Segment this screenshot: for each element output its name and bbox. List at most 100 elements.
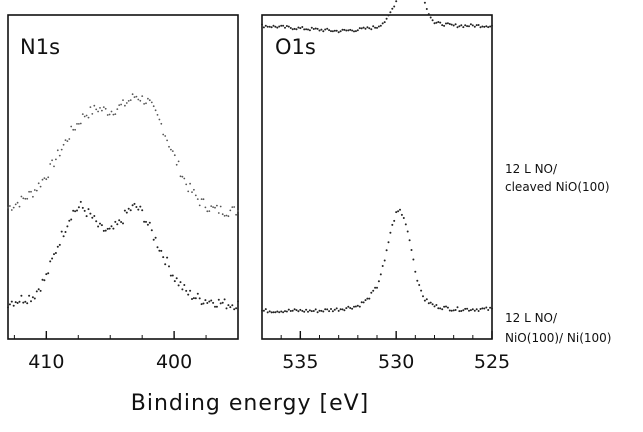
o1s-series1-point	[320, 309, 323, 312]
o1s-series1-point	[435, 304, 438, 306]
o1s-series1-point	[460, 310, 463, 312]
o1s-series1-point	[330, 308, 332, 310]
n1s-series0-point	[91, 113, 94, 115]
n1s-series1-point	[148, 221, 151, 224]
n1s-series0-point	[70, 125, 73, 128]
o1s-series0-point	[278, 25, 281, 28]
o1s-series0-point	[433, 22, 436, 25]
o1s-series0-point	[471, 24, 474, 27]
o1s-series0-point	[441, 24, 444, 27]
n1s-series1-point	[208, 300, 211, 303]
n1s-series0-point	[99, 107, 101, 109]
n1s-series1-point	[225, 307, 228, 310]
o1s-series1-point	[473, 309, 476, 312]
n1s-series1-point	[231, 304, 234, 307]
o1s-series1-point	[349, 307, 352, 309]
n1s-series1-point	[58, 243, 61, 246]
o1s-series0-point	[276, 26, 279, 29]
o1s-series1-point	[410, 249, 413, 251]
n1s-series1-point	[194, 297, 197, 300]
n1s-series1-point	[79, 200, 82, 203]
n1s-series1-point	[202, 302, 205, 305]
n1s-series0-point	[133, 96, 136, 98]
n1s-series0-point	[78, 123, 80, 125]
o1s-series1-point	[261, 309, 263, 312]
o1s-series0-point	[431, 19, 434, 22]
n1s-series0-point	[233, 206, 236, 208]
o1s-series0-point	[427, 13, 430, 16]
o1s-series1-point	[270, 311, 273, 314]
n1s-series0-point	[30, 190, 32, 193]
o1s-series1-point	[314, 308, 317, 311]
o1s-series1-point	[468, 309, 470, 312]
n1s-series0-point	[212, 206, 215, 209]
o1s-series0-point	[303, 28, 306, 31]
n1s-series1-point	[169, 274, 172, 277]
n1s-series1-point	[229, 306, 232, 309]
n1s-series0-point	[217, 212, 220, 214]
n1s-series1-point	[183, 284, 186, 286]
n1s-series0-point	[24, 197, 27, 200]
o1s-series1-point	[303, 310, 306, 313]
o1s-series0-point	[297, 26, 300, 29]
o1s-series1-point	[454, 309, 457, 311]
o1s-series1-point	[347, 305, 350, 308]
o1s-series1-point	[441, 308, 444, 311]
o1s-series0-point	[280, 24, 283, 27]
n1s-series1-point	[191, 298, 193, 300]
n1s-series1-point	[33, 297, 36, 300]
n1s-series0-point	[122, 99, 124, 101]
o1s-series1-point	[351, 307, 354, 310]
n1s-series1-point	[181, 288, 184, 291]
n1s-series1-point	[85, 215, 88, 218]
o1s-series0-point	[320, 28, 323, 31]
n1s-series1-point	[150, 229, 153, 232]
o1s-series1-point	[305, 308, 308, 311]
n1s-series1-point	[200, 303, 203, 306]
n1s-series0-point	[83, 115, 86, 118]
o1s-series1-point	[331, 310, 334, 313]
o1s-series1-point	[464, 307, 467, 310]
o1s-series0-point	[262, 26, 265, 29]
n1s-series0-point	[106, 114, 109, 116]
n1s-series1-point	[141, 209, 144, 212]
o1s-series0-point	[448, 23, 451, 25]
n1s-series1-point	[30, 300, 32, 303]
o1s-series1-point	[297, 310, 300, 313]
o1s-series0-point	[429, 16, 432, 19]
o1s-series1-point	[339, 308, 342, 311]
o1s-series1-point	[416, 279, 419, 282]
n1s-series0-point	[68, 138, 71, 140]
o1s-series1-point	[471, 308, 474, 311]
o1s-series0-point	[289, 27, 292, 29]
o1s-series1-point	[301, 309, 304, 312]
o1s-series1-point	[383, 259, 386, 262]
n1s-series1-point	[210, 299, 213, 302]
n1s-series0-point	[20, 195, 23, 198]
n1s-series1-point	[233, 308, 236, 311]
n1s-series1-point	[125, 211, 128, 214]
o1s-series1-point	[381, 265, 384, 267]
o1s-series0-point	[356, 29, 359, 32]
o1s-series1-point	[299, 308, 302, 311]
n1s-series1-point	[154, 236, 157, 239]
o1s-series1-point	[353, 305, 355, 308]
o1s-series1-point	[422, 295, 424, 298]
o1s-series0-point	[331, 30, 334, 33]
n1s-series1-point	[64, 231, 67, 233]
n1s-series1-point	[16, 302, 19, 304]
o1s-series0-point	[481, 25, 484, 28]
n1s-series1-point	[74, 210, 77, 213]
n1s-series0-point	[194, 194, 197, 197]
o1s-series1-point	[295, 309, 298, 312]
o1s-series0-point	[274, 25, 277, 28]
o1s-series1-point	[448, 309, 451, 312]
n1s-series1-point	[237, 300, 239, 303]
o1s-series0-point	[452, 24, 455, 27]
n1s-series1-point	[171, 274, 174, 277]
o1s-series1-point	[397, 210, 400, 213]
o1s-series1-point	[483, 307, 486, 310]
n1s-series1-point	[39, 289, 42, 292]
n1s-series0-point	[22, 197, 25, 200]
